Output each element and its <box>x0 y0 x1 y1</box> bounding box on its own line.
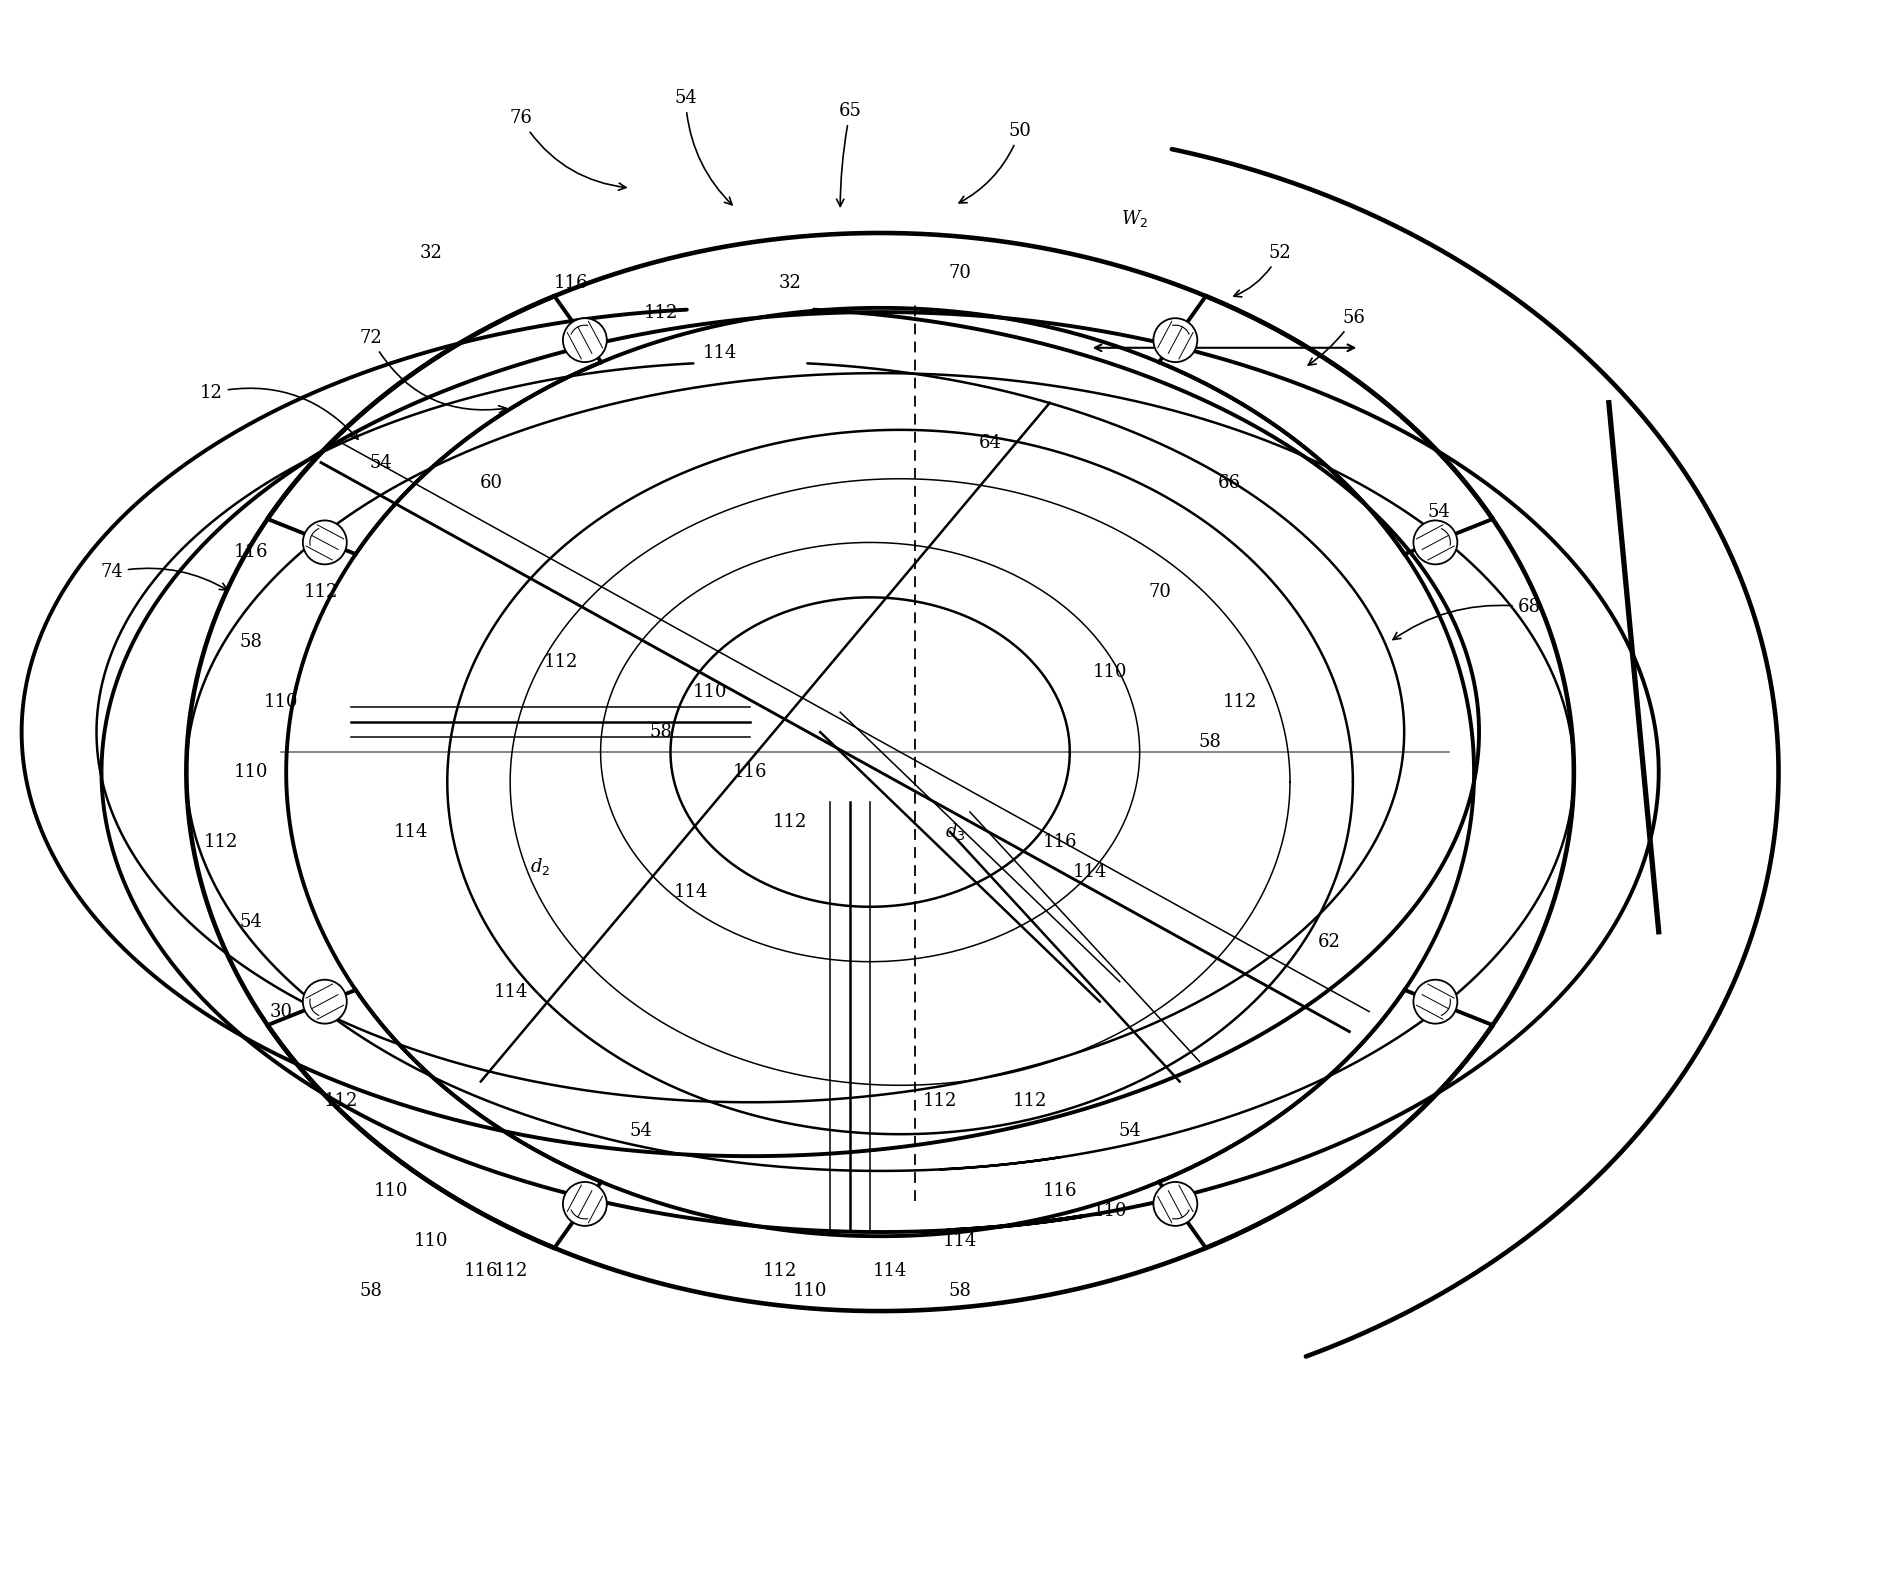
Text: 112: 112 <box>643 304 677 321</box>
Text: 110: 110 <box>693 683 728 701</box>
Text: 110: 110 <box>1093 663 1127 682</box>
Text: 58: 58 <box>240 633 262 652</box>
Text: d$_2$: d$_2$ <box>530 856 551 878</box>
Text: 112: 112 <box>1013 1093 1047 1111</box>
Text: 66: 66 <box>1217 473 1242 492</box>
Text: 110: 110 <box>234 763 268 782</box>
Text: 116: 116 <box>553 274 589 293</box>
Text: 110: 110 <box>413 1232 447 1250</box>
Circle shape <box>1413 520 1457 565</box>
Text: 116: 116 <box>1042 832 1077 851</box>
Text: 58: 58 <box>1198 732 1221 751</box>
Circle shape <box>1153 1182 1198 1226</box>
Text: 54: 54 <box>674 89 732 204</box>
Text: 112: 112 <box>325 1093 359 1111</box>
Text: 58: 58 <box>649 723 672 740</box>
Text: 74: 74 <box>100 563 226 590</box>
Text: 110: 110 <box>264 693 298 712</box>
Text: 116: 116 <box>234 544 268 562</box>
Text: 76: 76 <box>509 109 626 190</box>
Text: 114: 114 <box>874 1262 908 1280</box>
Text: W$_2$: W$_2$ <box>1121 207 1149 228</box>
Text: 72: 72 <box>360 329 506 413</box>
Text: 54: 54 <box>628 1122 651 1141</box>
Text: 112: 112 <box>1223 693 1257 712</box>
Text: d$_3$: d$_3$ <box>945 821 966 843</box>
Text: 116: 116 <box>464 1262 498 1280</box>
Text: 30: 30 <box>270 1003 292 1020</box>
Text: 110: 110 <box>793 1281 828 1300</box>
Text: 65: 65 <box>836 103 862 206</box>
Text: 114: 114 <box>494 982 528 1001</box>
Text: 54: 54 <box>1119 1122 1142 1141</box>
Text: 112: 112 <box>543 653 577 671</box>
Text: 112: 112 <box>304 584 338 601</box>
Text: 116: 116 <box>732 763 768 782</box>
Text: 114: 114 <box>674 883 708 900</box>
Text: 56: 56 <box>1308 308 1366 365</box>
Text: 114: 114 <box>1072 862 1108 881</box>
Text: 110: 110 <box>374 1182 408 1201</box>
Circle shape <box>562 318 608 362</box>
Text: 110: 110 <box>1093 1202 1127 1220</box>
Text: 54: 54 <box>370 454 392 471</box>
Text: 32: 32 <box>419 244 442 263</box>
Text: 50: 50 <box>959 122 1032 202</box>
Circle shape <box>1413 979 1457 1024</box>
Text: 58: 58 <box>360 1281 383 1300</box>
Text: 114: 114 <box>394 823 428 842</box>
Text: 64: 64 <box>979 433 1002 451</box>
Text: 32: 32 <box>779 274 802 293</box>
Text: 12: 12 <box>200 384 359 440</box>
Text: 112: 112 <box>494 1262 528 1280</box>
Text: 54: 54 <box>240 913 262 930</box>
Text: 112: 112 <box>762 1262 798 1280</box>
Text: 70: 70 <box>949 264 972 282</box>
Text: 116: 116 <box>1042 1182 1077 1201</box>
Circle shape <box>304 520 347 565</box>
Circle shape <box>304 979 347 1024</box>
Text: 60: 60 <box>479 473 502 492</box>
Circle shape <box>1153 318 1198 362</box>
Text: 54: 54 <box>1428 503 1451 522</box>
Text: 112: 112 <box>774 813 808 831</box>
Text: 68: 68 <box>1393 598 1540 639</box>
Circle shape <box>562 1182 608 1226</box>
Text: 114: 114 <box>944 1232 977 1250</box>
Text: 112: 112 <box>923 1093 957 1111</box>
Text: 52: 52 <box>1234 244 1291 297</box>
Text: 114: 114 <box>704 343 738 362</box>
Text: 70: 70 <box>1147 584 1172 601</box>
Text: 62: 62 <box>1317 933 1342 951</box>
Text: 112: 112 <box>204 832 238 851</box>
Text: 58: 58 <box>949 1281 972 1300</box>
